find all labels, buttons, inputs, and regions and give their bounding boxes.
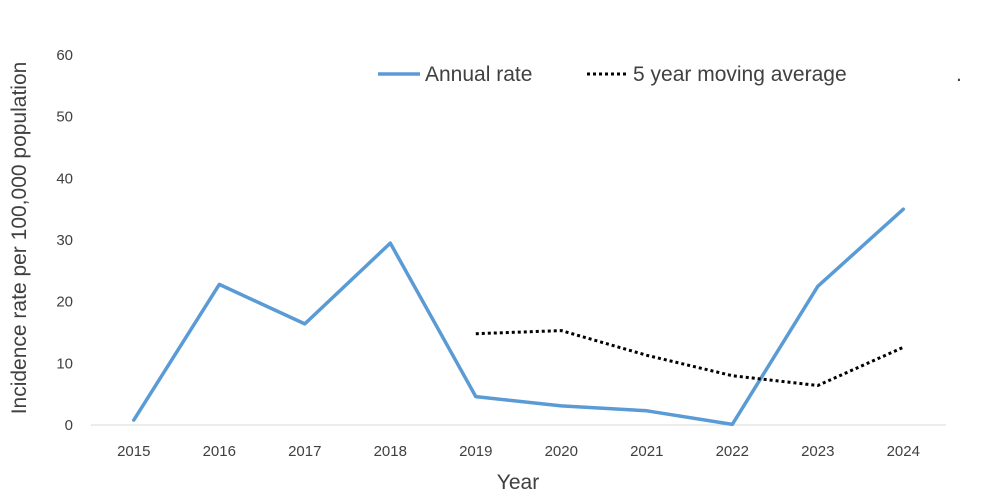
- y-axis-ticks: 0 10 20 30 40 50 60: [56, 47, 73, 434]
- x-tick-label: 2015: [117, 443, 150, 460]
- y-tick-label: 10: [56, 355, 73, 372]
- y-tick-label: 50: [56, 109, 73, 126]
- legend: Annual rate 5 year moving average .: [378, 63, 962, 86]
- legend-label-annual-rate: Annual rate: [425, 63, 532, 86]
- series-layer: [132, 207, 906, 427]
- x-tick-label: 2019: [459, 443, 492, 460]
- y-tick-label: 20: [56, 294, 73, 311]
- y-tick-label: 40: [56, 170, 73, 187]
- y-tick-label: 30: [56, 232, 73, 249]
- x-axis-title: Year: [497, 471, 539, 494]
- x-tick-label: 2021: [630, 443, 663, 460]
- x-tick-label: 2018: [374, 443, 407, 460]
- x-tick-label: 2016: [203, 443, 236, 460]
- x-tick-label: 2020: [545, 443, 578, 460]
- x-tick-label: 2017: [288, 443, 321, 460]
- x-tick-label: 2024: [887, 443, 920, 460]
- y-axis-title: Incidence rate per 100,000 population: [8, 62, 31, 415]
- y-tick-label: 0: [65, 417, 73, 434]
- y-tick-label: 60: [56, 47, 73, 64]
- legend-trailing-dot: .: [956, 63, 962, 86]
- x-tick-label: 2023: [801, 443, 834, 460]
- series-line-annual-rate: [132, 207, 906, 427]
- legend-label-moving-average: 5 year moving average: [633, 63, 847, 86]
- x-axis-ticks: 2015 2016 2017 2018 2019 2020 2021 2022 2023 2024: [117, 443, 920, 460]
- series-line-moving-average: [475, 329, 904, 387]
- x-tick-label: 2022: [716, 443, 749, 460]
